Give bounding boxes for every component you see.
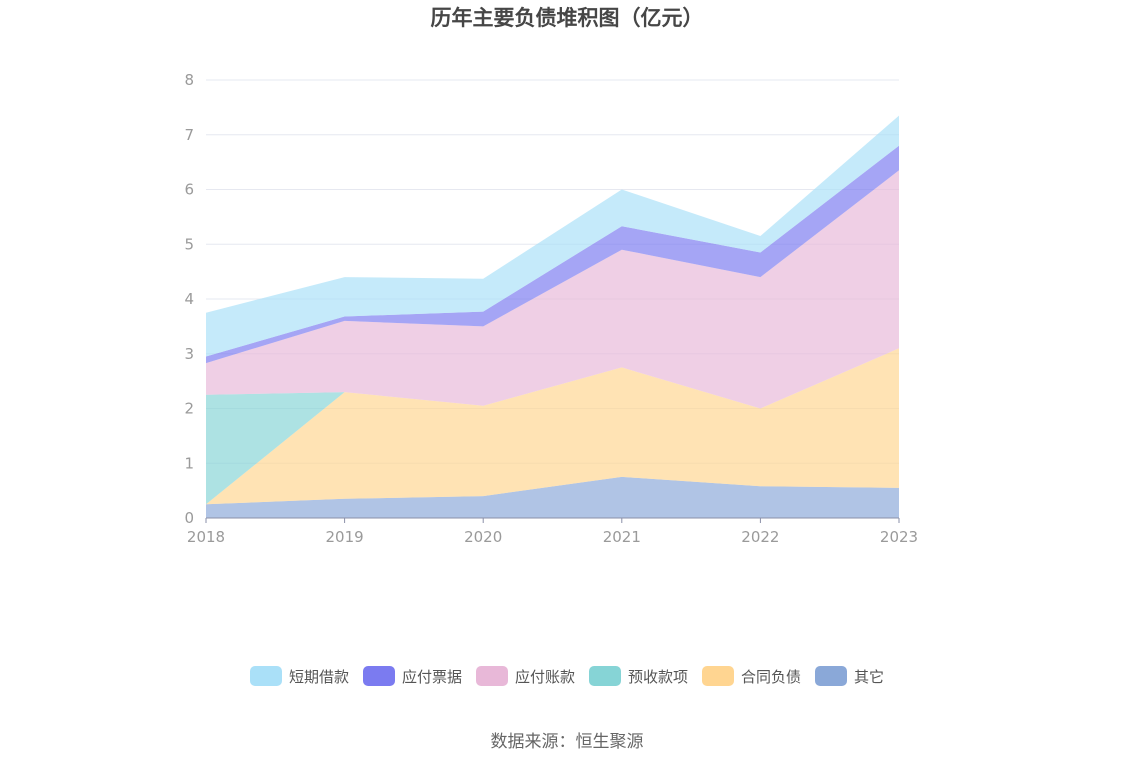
x-tick-label: 2021	[603, 528, 641, 546]
y-tick-label: 8	[184, 71, 194, 89]
chart-title: 历年主要负债堆积图（亿元）	[431, 6, 704, 30]
legend-label: 合同负债	[741, 668, 801, 686]
y-tick-label: 7	[184, 126, 194, 144]
legend-item[interactable]: 应付账款	[476, 666, 575, 686]
legend-item[interactable]: 其它	[815, 666, 884, 686]
legend-item[interactable]: 预收款项	[589, 666, 688, 686]
legend-item[interactable]: 短期借款	[250, 666, 349, 686]
legend-label: 短期借款	[289, 668, 349, 686]
area-短期借款	[206, 115, 899, 357]
area-应付账款	[206, 170, 899, 409]
y-tick-label: 2	[184, 400, 194, 418]
x-tick-label: 2018	[187, 528, 225, 546]
area-应付票据	[206, 145, 899, 364]
legend-swatch	[476, 666, 508, 686]
y-tick-label: 4	[184, 290, 194, 308]
x-tick-label: 2022	[741, 528, 779, 546]
legend-label: 预收款项	[628, 668, 688, 686]
legend-swatch	[815, 666, 847, 686]
legend: 短期借款 应付票据 应付账款 预收款项 合同负债 其它	[250, 666, 884, 686]
area-series	[206, 115, 899, 518]
legend-label: 其它	[854, 668, 884, 686]
legend-label: 应付账款	[515, 668, 575, 686]
y-tick-label: 6	[184, 181, 194, 199]
legend-item[interactable]: 合同负债	[702, 666, 801, 686]
axes: 0 1 2 3 4 5 6 7 8 2018 2019 2020 2021 2022 2023	[184, 71, 918, 546]
legend-label: 应付票据	[402, 668, 462, 686]
legend-swatch	[702, 666, 734, 686]
x-tick-label: 2023	[880, 528, 918, 546]
y-tick-label: 3	[184, 345, 194, 363]
legend-swatch	[250, 666, 282, 686]
y-tick-label: 1	[184, 454, 194, 472]
legend-item[interactable]: 应付票据	[363, 666, 462, 686]
area-合同负债	[206, 348, 899, 505]
data-source: 数据来源：恒生聚源	[491, 732, 644, 752]
legend-swatch	[589, 666, 621, 686]
x-tick-label: 2019	[326, 528, 364, 546]
legend-swatch	[363, 666, 395, 686]
area-其它	[206, 476, 899, 518]
y-tick-label: 5	[184, 235, 194, 253]
x-tick-label: 2020	[464, 528, 502, 546]
y-tick-label: 0	[184, 509, 194, 527]
